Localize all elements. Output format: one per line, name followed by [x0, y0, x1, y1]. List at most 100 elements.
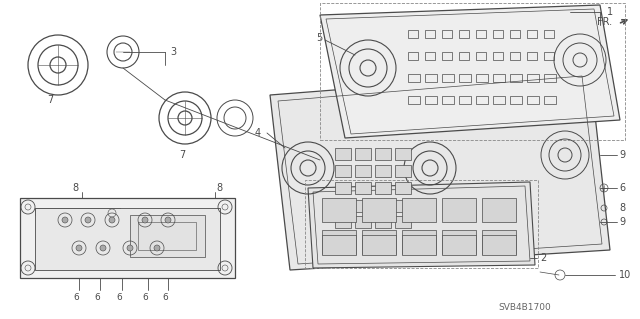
Circle shape — [109, 217, 115, 223]
Bar — [355, 216, 371, 228]
Bar — [408, 30, 418, 38]
Text: 8: 8 — [619, 203, 625, 213]
Text: FR.: FR. — [597, 17, 612, 27]
Bar — [482, 198, 516, 222]
Bar — [375, 200, 391, 212]
Circle shape — [165, 217, 171, 223]
Bar — [544, 96, 556, 104]
Bar — [527, 52, 537, 60]
Bar — [355, 148, 371, 160]
Bar — [442, 198, 476, 222]
Text: 6: 6 — [116, 293, 122, 302]
Polygon shape — [270, 70, 610, 270]
Bar — [305, 180, 538, 268]
Bar — [320, 3, 625, 140]
Bar — [476, 74, 488, 82]
Bar — [335, 148, 351, 160]
Text: 7: 7 — [47, 95, 53, 105]
Polygon shape — [308, 182, 535, 268]
Bar — [493, 96, 505, 104]
Circle shape — [127, 245, 133, 251]
Text: 6: 6 — [619, 183, 625, 193]
Circle shape — [154, 245, 160, 251]
Bar — [476, 96, 488, 104]
Bar — [425, 30, 435, 38]
Text: 8: 8 — [216, 183, 222, 193]
Bar — [442, 30, 452, 38]
Text: 8: 8 — [72, 183, 78, 193]
Text: 7: 7 — [179, 150, 185, 160]
Bar — [442, 230, 476, 254]
Bar — [355, 182, 371, 194]
Bar — [362, 235, 396, 255]
Text: 2: 2 — [540, 253, 547, 263]
Bar — [395, 182, 411, 194]
Bar — [35, 208, 220, 270]
Bar — [408, 96, 420, 104]
Bar — [493, 52, 503, 60]
Bar — [493, 74, 505, 82]
Bar — [355, 165, 371, 177]
Bar — [362, 230, 396, 254]
Text: 6: 6 — [142, 293, 148, 302]
Text: 3: 3 — [170, 47, 176, 57]
Bar — [476, 52, 486, 60]
Circle shape — [76, 245, 82, 251]
Bar — [375, 216, 391, 228]
Text: 9: 9 — [619, 150, 625, 160]
Text: 5: 5 — [316, 33, 323, 43]
Text: SVB4B1700: SVB4B1700 — [498, 303, 551, 313]
Bar — [375, 182, 391, 194]
Bar — [459, 74, 471, 82]
Bar — [408, 52, 418, 60]
Bar — [442, 235, 476, 255]
Bar — [335, 200, 351, 212]
Bar — [493, 30, 503, 38]
Text: 10: 10 — [619, 270, 631, 280]
Bar — [335, 216, 351, 228]
Bar — [362, 198, 396, 222]
Bar — [335, 165, 351, 177]
Bar — [510, 52, 520, 60]
Bar — [402, 198, 436, 222]
Bar — [138, 222, 196, 250]
Bar — [459, 52, 469, 60]
Circle shape — [62, 217, 68, 223]
Bar — [375, 148, 391, 160]
Text: 4: 4 — [255, 128, 261, 138]
Bar — [544, 74, 556, 82]
Bar — [442, 96, 454, 104]
Bar — [375, 165, 391, 177]
Bar — [335, 182, 351, 194]
Bar — [527, 30, 537, 38]
Bar — [395, 200, 411, 212]
Bar — [544, 30, 554, 38]
Bar — [322, 198, 356, 222]
Bar — [425, 74, 437, 82]
Circle shape — [85, 217, 91, 223]
Bar — [510, 30, 520, 38]
Bar — [510, 96, 522, 104]
Polygon shape — [320, 5, 620, 138]
Circle shape — [100, 245, 106, 251]
Bar — [395, 148, 411, 160]
Bar — [482, 230, 516, 254]
Bar — [442, 52, 452, 60]
Bar — [395, 216, 411, 228]
Text: 6: 6 — [94, 293, 100, 302]
Bar — [459, 96, 471, 104]
Bar — [527, 74, 539, 82]
Bar — [425, 52, 435, 60]
Bar — [482, 235, 516, 255]
Text: 9: 9 — [619, 217, 625, 227]
Bar — [527, 96, 539, 104]
Bar — [544, 52, 554, 60]
Bar — [322, 235, 356, 255]
Bar — [402, 235, 436, 255]
Text: 1: 1 — [607, 7, 613, 17]
Bar — [459, 30, 469, 38]
Bar — [408, 74, 420, 82]
Text: 6: 6 — [73, 293, 79, 302]
Bar — [395, 165, 411, 177]
Bar — [402, 230, 436, 254]
